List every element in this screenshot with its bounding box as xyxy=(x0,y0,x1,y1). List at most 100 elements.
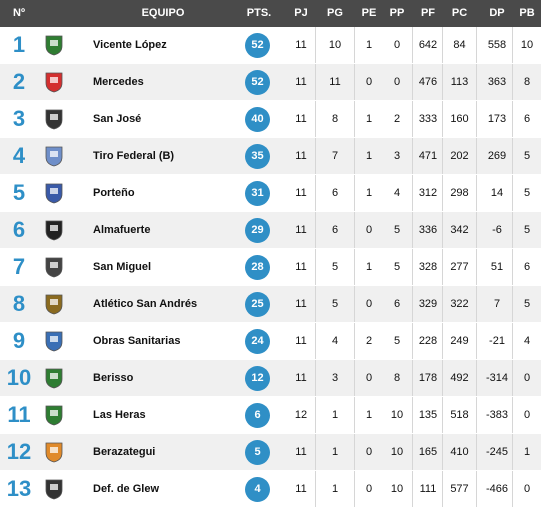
stat-pf: 135 xyxy=(418,409,438,421)
team-name[interactable]: Tiro Federal (B) xyxy=(93,150,175,162)
column-divider xyxy=(476,471,477,507)
column-divider xyxy=(412,397,413,433)
team-name[interactable]: Obras Sanitarias xyxy=(93,335,181,347)
column-divider xyxy=(354,471,355,507)
team-name[interactable]: Berisso xyxy=(93,372,134,384)
berisso-crest-icon xyxy=(42,367,66,389)
header-pts: PTS. xyxy=(246,7,272,19)
points-badge: 25 xyxy=(245,292,270,317)
points-badge: 5 xyxy=(245,440,270,465)
column-divider xyxy=(354,360,355,396)
team-name[interactable]: Def. de Glew xyxy=(93,483,160,495)
team-name[interactable]: Atlético San Andrés xyxy=(93,298,198,310)
column-divider xyxy=(476,212,477,248)
points-badge: 12 xyxy=(245,366,270,391)
stat-pc: 492 xyxy=(450,372,469,384)
column-divider xyxy=(412,360,413,396)
position-number: 12 xyxy=(6,439,32,464)
position-number: 11 xyxy=(7,402,31,427)
column-divider xyxy=(354,434,355,470)
table-row[interactable]: 2 Mercedes 52 11 11 0 0 476 113 363 8 xyxy=(0,64,541,101)
stat-pf: 471 xyxy=(418,150,438,162)
column-divider xyxy=(476,360,477,396)
column-divider xyxy=(442,360,443,396)
stat-pf: 228 xyxy=(418,335,438,347)
points-badge: 28 xyxy=(245,255,270,280)
column-divider xyxy=(315,434,316,470)
stat-pj: 11 xyxy=(295,113,307,125)
stat-dp: -245 xyxy=(485,446,509,458)
stat-pc: 202 xyxy=(450,150,469,162)
column-divider xyxy=(476,175,477,211)
stat-pb: 6 xyxy=(523,261,531,273)
team-name[interactable]: Almafuerte xyxy=(93,224,151,236)
stat-pe: 0 xyxy=(365,76,373,88)
stat-pc: 277 xyxy=(450,261,469,273)
position-number: 7 xyxy=(12,254,26,279)
stat-pe: 0 xyxy=(365,446,373,458)
team-name[interactable]: San José xyxy=(93,113,142,125)
column-divider xyxy=(442,323,443,359)
table-row[interactable]: 4 Tiro Federal (B) 35 11 7 1 3 471 202 269 5 xyxy=(0,138,541,175)
column-divider xyxy=(412,64,413,100)
stat-pe: 0 xyxy=(365,298,373,310)
stat-pb: 10 xyxy=(520,39,534,51)
stat-pb: 0 xyxy=(523,372,531,384)
column-divider xyxy=(315,397,316,433)
column-divider xyxy=(512,64,513,100)
column-divider xyxy=(412,323,413,359)
table-row[interactable]: 5 Porteño 31 11 6 1 4 312 298 14 5 xyxy=(0,175,541,212)
column-divider xyxy=(512,212,513,248)
stat-dp: 269 xyxy=(487,150,507,162)
table-row[interactable]: 10 Berisso 12 11 3 0 8 178 492 -314 0 xyxy=(0,360,541,397)
stat-dp: -6 xyxy=(492,224,502,236)
team-name[interactable]: San Miguel xyxy=(93,261,152,273)
table-row[interactable]: 7 San Miguel 28 11 5 1 5 328 277 51 6 xyxy=(0,249,541,286)
table-row[interactable]: 9 Obras Sanitarias 24 11 4 2 5 228 249 -21 4 xyxy=(0,323,541,360)
column-divider xyxy=(354,323,355,359)
stat-pe: 1 xyxy=(365,39,373,51)
table-row[interactable]: 6 Almafuerte 29 11 6 0 5 336 342 -6 5 xyxy=(0,212,541,249)
column-divider xyxy=(442,101,443,137)
stat-pb: 5 xyxy=(523,150,531,162)
stat-pp: 0 xyxy=(393,76,401,88)
header-pc: PC xyxy=(451,7,468,19)
points-badge: 52 xyxy=(245,33,270,58)
table-row[interactable]: 1 Vicente López 52 11 10 1 0 642 84 558 10 xyxy=(0,27,541,64)
team-name[interactable]: Berazategui xyxy=(93,446,156,458)
table-row[interactable]: 8 Atlético San Andrés 25 11 5 0 6 329 322 7 5 xyxy=(0,286,541,323)
stat-dp: 51 xyxy=(490,261,504,273)
stat-pj: 11 xyxy=(295,150,307,162)
column-divider xyxy=(354,64,355,100)
stat-pg: 1 xyxy=(331,409,339,421)
stat-dp: -383 xyxy=(485,409,509,421)
header-pos: Nº xyxy=(13,7,25,19)
column-divider xyxy=(512,138,513,174)
team-name[interactable]: Las Heras xyxy=(93,409,146,421)
stat-pj: 11 xyxy=(295,76,307,88)
team-name[interactable]: Mercedes xyxy=(93,76,144,88)
table-row[interactable]: 11 Las Heras 6 12 1 1 10 135 518 -383 0 xyxy=(0,397,541,434)
stat-pj: 11 xyxy=(295,39,307,51)
san-andres-crest-icon xyxy=(42,293,66,315)
column-divider xyxy=(442,175,443,211)
column-divider xyxy=(354,249,355,285)
column-divider xyxy=(512,360,513,396)
table-row[interactable]: 3 San José 40 11 8 1 2 333 160 173 6 xyxy=(0,101,541,138)
almafuerte-crest-icon xyxy=(42,219,66,241)
column-divider xyxy=(315,249,316,285)
stat-pp: 10 xyxy=(390,483,404,495)
team-name[interactable]: Vicente López xyxy=(93,39,167,51)
table-row[interactable]: 13 Def. de Glew 4 11 1 0 10 111 577 -466 0 xyxy=(0,471,541,508)
stat-pf: 336 xyxy=(418,224,438,236)
table-row[interactable]: 12 Berazategui 5 11 1 0 10 165 410 -245 1 xyxy=(0,434,541,471)
stat-pb: 4 xyxy=(523,335,531,347)
stat-pf: 328 xyxy=(418,261,438,273)
column-divider xyxy=(315,471,316,507)
stat-dp: -314 xyxy=(485,372,509,384)
team-name[interactable]: Porteño xyxy=(93,187,135,199)
stat-pe: 0 xyxy=(365,483,373,495)
stat-pp: 5 xyxy=(393,335,401,347)
stat-pp: 6 xyxy=(393,298,401,310)
